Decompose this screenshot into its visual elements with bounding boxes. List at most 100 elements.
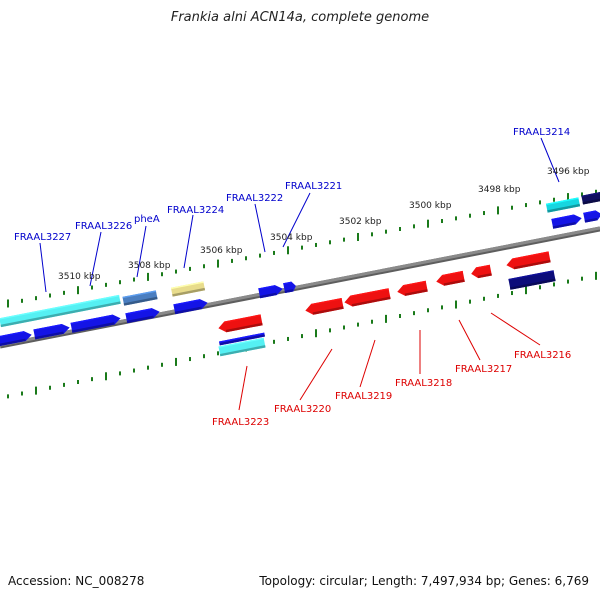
gene-feature-fraal3214-outer[interactable]	[545, 197, 581, 213]
scale-label: 3510 kbp	[58, 272, 101, 282]
gene-feature-fraal3227-outer-body	[0, 294, 121, 328]
gene-label-reverse[interactable]: FRAAL3219	[335, 391, 392, 402]
scale-label: 3498 kbp	[478, 185, 521, 195]
gene-label-reverse[interactable]: FRAAL3216	[514, 350, 571, 361]
map-title: Frankia alni ACN14a, complete genome	[170, 10, 430, 25]
gene-feature-fraal3226a-inner-shade	[34, 331, 64, 340]
gene-feature-fraal3219[interactable]	[343, 288, 391, 308]
gene-feature-fraal3218-shade	[404, 289, 428, 296]
gene-feature-fraal3227-inner-shade	[0, 338, 26, 347]
leader-fraal3222	[254, 203, 266, 253]
gene-feature-fraal3214b-inner[interactable]	[583, 209, 600, 223]
gene-feature-fraal3226b-inner[interactable]	[70, 313, 122, 333]
gene-feature-fraal3223-body	[218, 314, 263, 333]
scale-label: 3508 kbp	[128, 261, 171, 271]
scale-label: 3496 kbp	[547, 167, 590, 177]
gene-feature-fraal3217a-body	[436, 270, 465, 286]
gene-feature-fraal3214-outer-shade	[547, 203, 581, 213]
scale-label: 3500 kbp	[409, 201, 452, 211]
gene-feature-fraal3221-inner[interactable]	[283, 281, 297, 294]
gene-feature-fraal3226b-inner-highlight	[70, 314, 113, 325]
gene-feature-fraal3219-highlight	[350, 288, 389, 298]
leader-fraal3216	[490, 312, 541, 346]
gene-feature-fraal3217b-highlight	[476, 264, 491, 269]
gene-feature-phea-outer-shade	[172, 287, 206, 297]
gene-label-forward[interactable]: pheA	[134, 214, 160, 225]
gene-feature-fraal3214b-outer-shade	[582, 197, 600, 205]
gene-feature-fraal3223[interactable]	[217, 314, 263, 333]
gene-feature-fraal3222-inner-shade	[259, 292, 277, 299]
gene-feature-fraal3227-inner[interactable]	[0, 330, 33, 347]
gene-feature-fraal3216-inner[interactable]	[508, 270, 556, 290]
gene-label-forward[interactable]: FRAAL3226	[75, 221, 132, 232]
gene-feature-fraal3220-highlight	[311, 297, 342, 306]
gene-feature-fraal3216[interactable]	[505, 251, 551, 270]
gene-label-reverse[interactable]: FRAAL3220	[274, 404, 331, 415]
gene-feature-fraal3222-inner-highlight	[258, 285, 276, 290]
gene-feature-fraal3224-inner[interactable]	[173, 298, 208, 315]
gene-feature-fraal3216-body	[506, 251, 551, 270]
gene-feature-fraal3214-inner[interactable]	[551, 213, 582, 229]
leader-fraal3221	[282, 192, 311, 248]
scale-label: 3502 kbp	[339, 217, 382, 227]
gene-label-forward[interactable]: FRAAL3214	[513, 127, 570, 138]
gene-features	[0, 191, 600, 357]
upper-scale-ticks	[7, 189, 597, 308]
gene-feature-fraal3223-inner-blue[interactable]	[219, 332, 265, 346]
gene-feature-fraal3223-highlight	[224, 314, 261, 323]
gene-label-reverse[interactable]: FRAAL3218	[395, 378, 452, 389]
accession-text: Accession: NC_008278	[8, 574, 145, 588]
gene-feature-fraal3223-inner-blue-shade	[219, 334, 265, 346]
gene-feature-fraal3217a[interactable]	[435, 270, 465, 287]
gene-feature-fraal3227-outer[interactable]	[0, 294, 121, 328]
gene-feature-fraal3226-outer-highlight	[122, 290, 157, 299]
gene-feature-fraal3224-inner-shade	[174, 306, 202, 315]
gene-feature-fraal3218-body	[397, 280, 428, 296]
gene-feature-fraal3216-inner-shade	[510, 278, 556, 290]
leader-fraal3223	[238, 365, 248, 411]
label-leader-lines	[39, 137, 560, 411]
gene-feature-fraal3227-outer-highlight	[0, 294, 120, 320]
gene-feature-fraal3214b-outer-highlight	[581, 191, 600, 198]
gene-feature-fraal3222-inner[interactable]	[258, 284, 283, 299]
gene-feature-fraal3218[interactable]	[396, 280, 428, 298]
gene-feature-fraal3217a-shade	[443, 279, 465, 286]
gene-feature-fraal3214b-inner-shade	[584, 217, 598, 223]
gene-feature-fraal3226-outer[interactable]	[122, 290, 158, 306]
gene-label-forward[interactable]: FRAAL3221	[285, 181, 342, 192]
gene-feature-fraal3226-outer-shade	[123, 296, 158, 306]
gene-feature-phea-outer-body	[170, 281, 206, 297]
gene-feature-fraal3219-shade	[351, 296, 391, 307]
gene-feature-fraal3214-outer-body	[545, 197, 581, 213]
gene-feature-fraal3226b-inner-body	[70, 314, 121, 333]
gene-label-forward[interactable]: FRAAL3227	[14, 232, 71, 243]
gene-label-forward[interactable]: FRAAL3224	[167, 205, 224, 216]
gene-feature-fraal3223-inner-blue-highlight	[219, 332, 265, 343]
gene-feature-fraal3223-shade	[225, 322, 263, 333]
gene-feature-fraal3226a-inner[interactable]	[33, 323, 70, 340]
gene-feature-fraal3226-outer-body	[122, 290, 158, 306]
gene-label-reverse[interactable]: FRAAL3223	[212, 417, 269, 428]
gene-feature-fraal3227-outer-shade	[0, 301, 121, 328]
leader-fraal3217	[458, 319, 481, 361]
gene-feature-fraal3219-body	[344, 288, 391, 307]
gene-feature-fraal3216-shade	[513, 259, 551, 270]
gene-label-forward[interactable]: FRAAL3222	[226, 193, 283, 204]
leader-phea	[136, 225, 147, 278]
gene-feature-fraal3223-inner-cyan-highlight	[218, 337, 264, 348]
gene-feature-fraal3214b-outer[interactable]	[581, 191, 600, 205]
gene-feature-phea-inner[interactable]	[125, 307, 160, 324]
gene-feature-fraal3218-highlight	[403, 280, 426, 287]
leader-fraal3224	[183, 214, 194, 269]
gene-feature-fraal3214-inner-highlight	[551, 214, 575, 221]
leader-fraal3219	[359, 339, 376, 388]
gene-feature-fraal3214-inner-shade	[552, 222, 576, 229]
gene-feature-fraal3223-inner-cyan[interactable]	[218, 337, 266, 357]
gene-feature-fraal3217b[interactable]	[470, 264, 492, 280]
gene-label-reverse[interactable]: FRAAL3217	[455, 364, 512, 375]
gene-feature-phea-outer[interactable]	[170, 281, 206, 297]
gene-feature-fraal3221-inner-highlight	[283, 281, 292, 285]
gene-feature-fraal3220[interactable]	[304, 297, 344, 316]
